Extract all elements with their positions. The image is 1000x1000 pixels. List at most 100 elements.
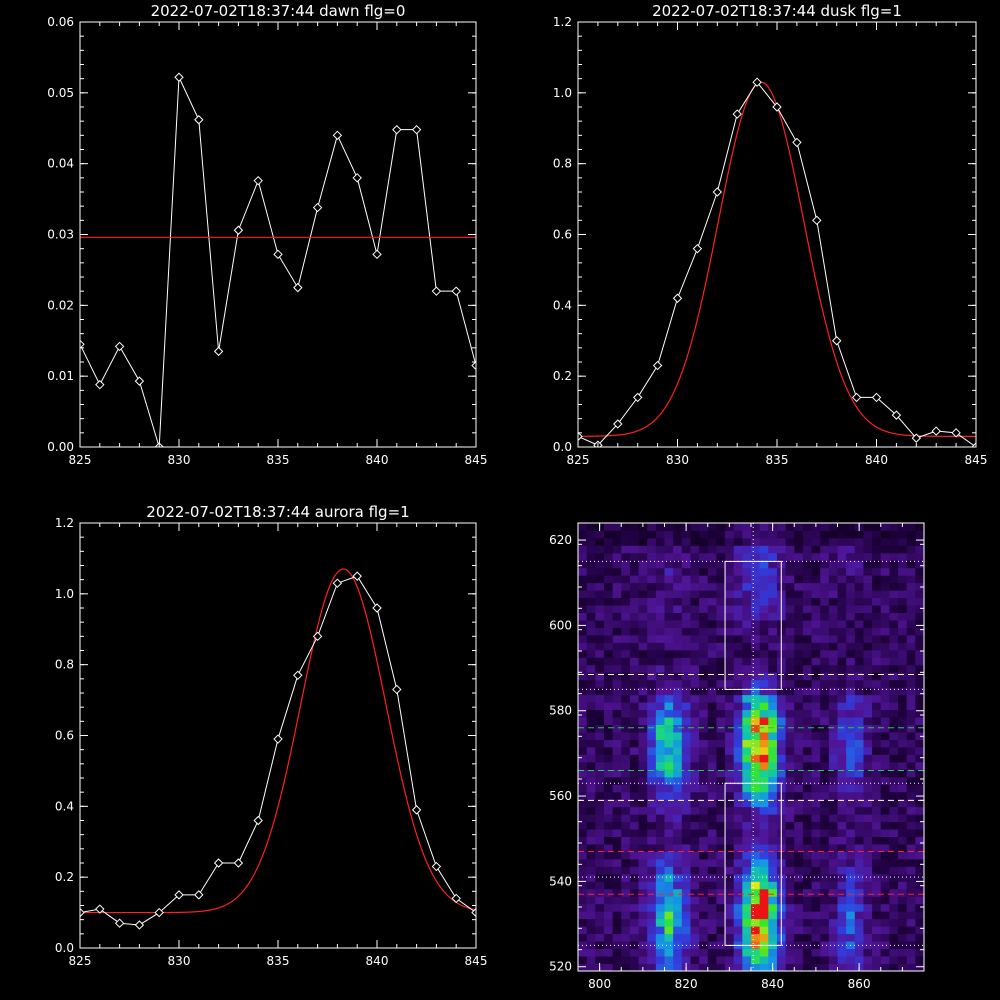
heatmap-cell [578,956,588,964]
heatmap-cell [880,873,890,882]
heatmap-cell [673,903,683,912]
heatmap-cell [603,717,613,725]
heatmap-cell [742,575,752,584]
heatmap-cell [629,687,639,696]
heatmap-cell [647,933,657,942]
heatmap-cell [768,590,778,599]
heatmap-cell [673,821,683,830]
heatmap-cell [820,567,830,576]
heatmap-cell [742,814,752,823]
heatmap-cell [802,844,812,852]
heatmap-cell [725,657,735,666]
heatmap-cell [880,560,890,569]
heatmap-cell [742,649,752,658]
heatmap-cell [811,829,821,837]
heatmap-cell [863,761,873,770]
heatmap-cell [707,724,717,733]
heatmap-cell [785,851,795,860]
heatmap-cell [578,859,588,867]
heatmap-cell [578,776,588,785]
heatmap-cell [655,605,665,613]
heatmap-cell [785,956,795,964]
gaussian-fit-curve [578,81,976,437]
heatmap-cell [828,590,838,599]
heatmap-cell [759,560,769,569]
heatmap-cell [664,560,674,569]
heatmap-cell [863,567,873,576]
heatmap-cell [889,918,899,927]
heatmap-cell [880,702,890,711]
heatmap-cell [629,866,639,875]
heatmap-cell [647,523,657,531]
heatmap-cell [742,635,752,643]
heatmap-cell [690,612,700,621]
heatmap-cell [603,605,613,613]
data-point-marker [293,282,303,293]
heatmap-cell [699,605,709,613]
heatmap-cell [716,769,726,778]
heatmap-cell [690,552,700,561]
heatmap-cell [586,754,596,763]
heatmap-cell [586,724,596,733]
heatmap-cell [889,635,899,643]
heatmap-cell [811,620,821,628]
heatmap-cell [785,806,795,815]
heatmap-cell [846,836,856,845]
heatmap-cell [621,567,631,576]
heatmap-cell [673,761,683,770]
heatmap-cell [733,866,743,875]
heatmap-cell [716,956,726,964]
heatmap-cell [742,590,752,599]
heatmap-cell [673,642,683,651]
y-tick-label: 0.4 [553,298,572,312]
heatmap-cell [621,612,631,621]
heatmap-cell [846,642,856,651]
y-tick-label: 1.2 [553,15,572,29]
heatmap-cell [681,672,691,681]
heatmap-cell [906,567,916,576]
heatmap-cell [690,761,700,770]
heatmap-cell [742,523,752,531]
heatmap-cell [794,590,804,599]
heatmap-cell [629,791,639,800]
heatmap-cell [837,926,847,935]
heatmap-cell [880,523,890,531]
heatmap-cell [872,784,882,793]
y-tick-label: 0.2 [55,870,74,884]
heatmap-cell [586,806,596,815]
heatmap-cell [655,649,665,658]
heatmap-cell [733,911,743,920]
heatmap-cell [725,903,735,912]
heatmap-cell [768,784,778,793]
heatmap-cell [768,769,778,778]
heatmap-cell [647,844,657,852]
heatmap-cell [742,739,752,748]
data-point-marker [114,341,125,352]
heatmap-cell [802,567,812,576]
heatmap-cell [716,896,726,905]
heatmap-cell [785,754,795,763]
heatmap-cell [802,627,812,636]
heatmap-cell [906,672,916,681]
heatmap-cell [759,732,769,740]
heatmap-cell [681,739,691,748]
heatmap-cell [759,597,769,606]
heatmap-cell [802,672,812,681]
heatmap-cell [837,799,847,808]
heatmap-cell [785,829,795,837]
heatmap-cell [802,523,812,531]
heatmap-cell [733,859,743,867]
heatmap-cell [915,657,925,666]
heatmap-cell [733,761,743,770]
heatmap-cell [889,732,899,740]
heatmap-cell [811,635,821,643]
heatmap-cell [889,545,899,554]
heatmap-cell [828,567,838,576]
heatmap-cell [612,821,622,830]
heatmap-cell [725,888,735,897]
heatmap-cell [578,560,588,569]
heatmap-cell [664,545,674,554]
heatmap-cell [603,537,613,546]
heatmap-cell [742,963,752,972]
heatmap-cell [655,537,665,546]
